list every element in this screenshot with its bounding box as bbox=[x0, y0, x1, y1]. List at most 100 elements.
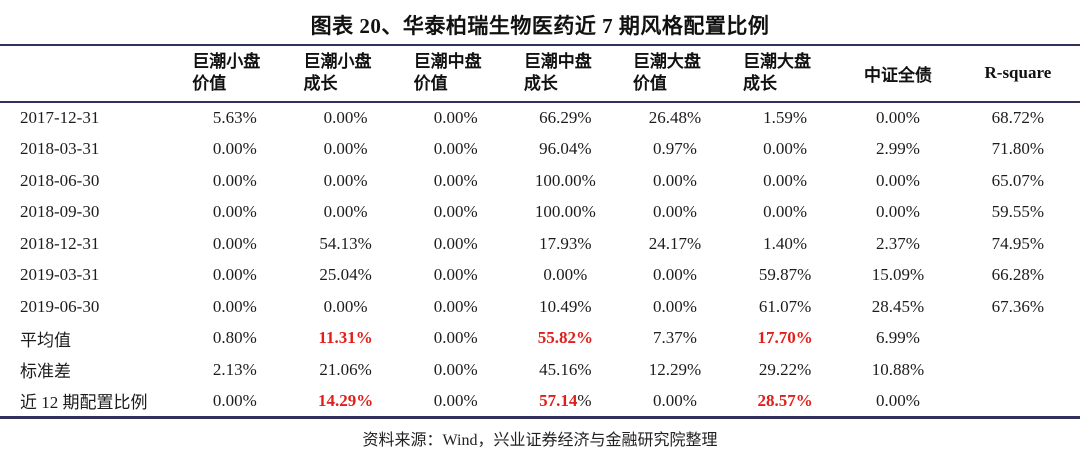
value-cell: 26.48% bbox=[648, 108, 702, 128]
value-cell: 100.00% bbox=[534, 202, 596, 222]
table-row: 2018-12-31 0.00% 54.13% 0.00% 17.93% 24.17% 1.… bbox=[0, 228, 1080, 260]
table-row: 标准差 2.13% 21.06% 0.00% 45.16% 12.29% 29.22% 10.… bbox=[0, 354, 1080, 386]
value-cell: 0.00% bbox=[212, 390, 257, 410]
value-cell: 0.00% bbox=[653, 390, 697, 410]
value-cell: 0.00% bbox=[323, 170, 368, 190]
value-cell: 0.00% bbox=[653, 296, 697, 316]
row-label: 标准差 bbox=[20, 362, 71, 382]
row-label: 近 12 期配置比例 bbox=[20, 393, 148, 412]
value-cell: 0.00% bbox=[212, 202, 257, 222]
row-label: 2018-06-30 bbox=[20, 170, 100, 190]
value-cell: 67.36% bbox=[991, 296, 1045, 316]
column-header: 巨潮大盘 价值 bbox=[619, 45, 731, 103]
value-cell: 0.00% bbox=[433, 265, 478, 285]
value-cell: 0.00% bbox=[212, 265, 257, 285]
value-cell: 0.00% bbox=[653, 170, 697, 190]
value-cell: 0.00% bbox=[433, 233, 478, 253]
value-cell: 7.37% bbox=[653, 328, 697, 348]
value-cell: 54.13% bbox=[319, 233, 372, 253]
value-cell: 0.00% bbox=[653, 265, 697, 285]
value-cell: 0.00% bbox=[763, 170, 808, 190]
value-cell: 5.63% bbox=[212, 108, 257, 128]
highlighted-value: 28.57% bbox=[757, 390, 813, 410]
value-cell bbox=[956, 386, 1080, 418]
value-cell: 28.57% bbox=[730, 386, 840, 418]
value-cell: 68.72% bbox=[991, 108, 1045, 128]
column-header-line2: 价值 bbox=[632, 74, 667, 93]
column-header: 中证全债 bbox=[840, 45, 956, 103]
value-cell: 24.17% bbox=[648, 233, 702, 253]
value-cell: 28.45% bbox=[871, 296, 925, 316]
column-header-line1: 巨潮中盘 bbox=[523, 52, 592, 71]
value-cell: 0.00% bbox=[433, 328, 478, 348]
table-header: 巨潮小盘 价值 巨潮小盘 成长 巨潮中盘 价值 巨潮中盘 成长 巨潮大盘 价值 巨潮大盘 成长 中证全债… bbox=[0, 45, 1080, 103]
value-cell: 0.00% bbox=[433, 296, 478, 316]
row-label: 2018-03-31 bbox=[20, 139, 100, 159]
value-cell: 59.55% bbox=[991, 202, 1045, 222]
value-cell: 0.00% bbox=[323, 108, 368, 128]
column-header-line1: 巨潮大盘 bbox=[632, 52, 701, 71]
value-cell: 0.00% bbox=[323, 296, 368, 316]
table-row: 2017-12-31 5.63% 0.00% 0.00% 66.29% 26.48% 1.5… bbox=[0, 102, 1080, 134]
column-header-line1: 巨潮大盘 bbox=[743, 52, 812, 71]
row-label: 2017-12-31 bbox=[20, 108, 100, 128]
value-cell bbox=[956, 323, 1080, 355]
column-header: 巨潮中盘 价值 bbox=[400, 45, 511, 103]
value-cell: 0.80% bbox=[212, 328, 257, 348]
column-header-line2: 成长 bbox=[303, 74, 338, 93]
value-cell: 0.00% bbox=[433, 390, 478, 410]
value-cell: 57.14% bbox=[511, 386, 620, 418]
corner-cell bbox=[0, 45, 180, 103]
value-cell: 17.70% bbox=[730, 323, 840, 355]
value-cell: 55.82% bbox=[511, 323, 620, 355]
column-header: 巨潮小盘 成长 bbox=[290, 45, 401, 103]
table-row: 2019-03-31 0.00% 25.04% 0.00% 0.00% 0.00% 59.8… bbox=[0, 260, 1080, 292]
value-cell: 0.00% bbox=[543, 265, 588, 285]
value-cell: 0.00% bbox=[653, 202, 697, 222]
value-cell: 2.99% bbox=[876, 139, 920, 159]
value-cell: 0.00% bbox=[433, 139, 478, 159]
table-row: 2018-09-30 0.00% 0.00% 0.00% 100.00% 0.00% 0.0… bbox=[0, 197, 1080, 229]
value-cell: 74.95% bbox=[991, 233, 1045, 253]
value-cell: 10.49% bbox=[539, 296, 592, 316]
column-header-line2: 成长 bbox=[743, 74, 778, 93]
style-allocation-table: 巨潮小盘 价值 巨潮小盘 成长 巨潮中盘 价值 巨潮中盘 成长 巨潮大盘 价值 巨潮大盘 成长 中证全债… bbox=[0, 44, 1080, 419]
value-cell: 71.80% bbox=[991, 139, 1045, 159]
value-cell: 1.40% bbox=[763, 233, 808, 253]
header-row: 巨潮小盘 价值 巨潮小盘 成长 巨潮中盘 价值 巨潮中盘 成长 巨潮大盘 价值 巨潮大盘 成长 中证全债… bbox=[0, 45, 1080, 103]
column-header-line2: 价值 bbox=[413, 74, 448, 93]
column-header-line1: 巨潮小盘 bbox=[192, 52, 261, 71]
highlighted-value: 14.29% bbox=[317, 390, 374, 410]
value-cell: 66.28% bbox=[991, 265, 1045, 285]
value-cell: 0.00% bbox=[876, 390, 920, 410]
table-row: 平均值 0.80% 11.31% 0.00% 55.82% 7.37% 17.70% 6.99… bbox=[0, 323, 1080, 355]
value-cell: 1.59% bbox=[763, 108, 808, 128]
value-cell: 0.00% bbox=[876, 108, 920, 128]
value-cell: 65.07% bbox=[991, 170, 1045, 190]
value-cell: 100.00% bbox=[534, 170, 596, 190]
source-note: 资料来源：Wind，兴业证券经济与金融研究院整理 bbox=[362, 431, 718, 449]
value-cell bbox=[956, 354, 1080, 386]
column-header: 巨潮中盘 成长 bbox=[510, 45, 620, 103]
value-cell: 61.07% bbox=[758, 296, 812, 316]
value-cell: 45.16% bbox=[539, 359, 592, 379]
value-cell: 0.00% bbox=[323, 139, 368, 159]
value-cell: 11.31% bbox=[291, 323, 401, 355]
row-label: 平均值 bbox=[20, 330, 71, 350]
value-cell: 2.37% bbox=[876, 233, 920, 253]
column-header-line2: 成长 bbox=[523, 74, 558, 93]
table-row: 2018-03-31 0.00% 0.00% 0.00% 96.04% 0.97% 0.00… bbox=[0, 134, 1080, 166]
value-cell: 0.00% bbox=[876, 170, 920, 190]
value-cell: 0.00% bbox=[433, 202, 478, 222]
value-cell: 0.00% bbox=[763, 139, 808, 159]
column-header-line1: 巨潮小盘 bbox=[303, 52, 372, 71]
value-cell: 25.04% bbox=[319, 265, 372, 285]
value-cell: 0.00% bbox=[876, 202, 920, 222]
row-label: 2019-06-30 bbox=[20, 296, 100, 316]
figure-title: 图表 20、华泰柏瑞生物医药近 7 期风格配置比例 bbox=[310, 14, 770, 38]
value-cell: 0.00% bbox=[212, 170, 257, 190]
table-body: 2017-12-31 5.63% 0.00% 0.00% 66.29% 26.48% 1.5… bbox=[0, 102, 1080, 417]
column-header: R-square bbox=[955, 45, 1080, 103]
column-header: 巨潮大盘 成长 bbox=[730, 45, 841, 103]
value-cell: 0.00% bbox=[212, 296, 257, 316]
